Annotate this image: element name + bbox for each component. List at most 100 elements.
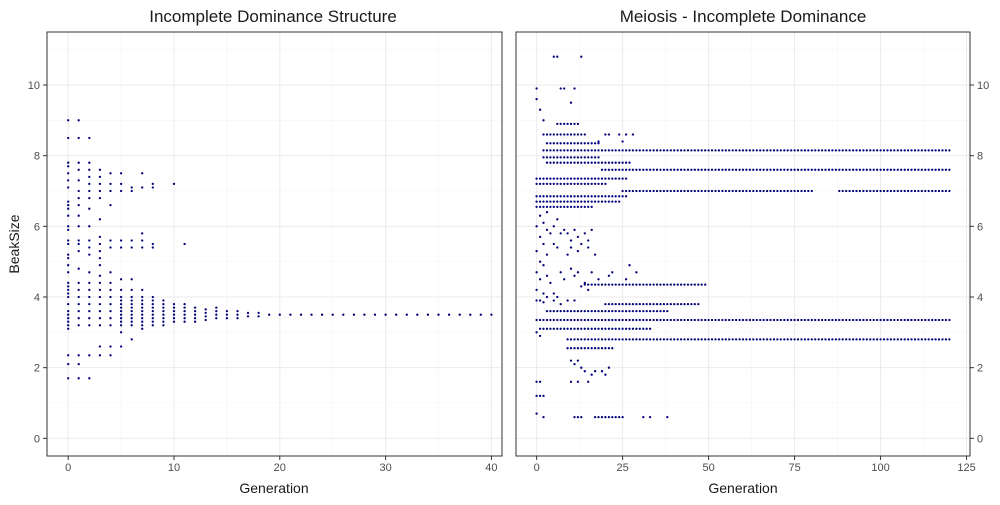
right-data-point <box>848 168 851 171</box>
right-data-point <box>559 161 562 164</box>
right-data-point <box>569 239 573 242</box>
right-data-point <box>638 327 641 330</box>
right-data-point <box>600 415 604 419</box>
left-data-point <box>151 324 154 327</box>
right-data-point <box>642 283 645 286</box>
left-data-point <box>77 189 80 193</box>
left-data-point <box>130 295 133 299</box>
right-data-point <box>934 318 937 322</box>
left-data-point <box>98 274 102 277</box>
right-data-point <box>549 182 552 186</box>
right-data-point <box>803 189 807 193</box>
left-data-point <box>77 317 80 320</box>
right-data-point <box>765 168 769 171</box>
right-data-point <box>556 200 559 203</box>
left-data-point <box>225 309 229 313</box>
right-data-point <box>820 338 824 341</box>
left-data-point <box>119 182 123 186</box>
left-data-point <box>119 317 123 320</box>
right-data-point <box>700 338 703 341</box>
right-data-point <box>587 309 590 313</box>
right-data-point <box>642 327 645 330</box>
right-data-point <box>566 309 569 313</box>
left-data-point <box>151 295 154 299</box>
right-data-point <box>862 338 865 341</box>
left-data-point <box>119 189 123 193</box>
left-data-point <box>88 324 91 327</box>
right-data-point <box>693 318 696 322</box>
right-data-point <box>538 380 542 383</box>
right-data-point <box>624 309 628 313</box>
left-data-point <box>141 317 144 320</box>
right-data-point <box>607 200 611 203</box>
right-data-point <box>858 149 862 152</box>
right-data-point <box>810 189 813 193</box>
right-data-point <box>776 168 779 171</box>
left-data-point <box>320 313 324 316</box>
left-data-point <box>77 161 80 164</box>
right-data-point <box>556 218 559 221</box>
right-data-point <box>587 142 590 145</box>
right-data-point <box>590 309 593 313</box>
right-data-point <box>545 142 549 145</box>
left-y-tick-label: 10 <box>28 80 40 92</box>
right-data-point <box>790 149 793 152</box>
right-data-point <box>549 156 552 159</box>
right-data-point <box>566 161 569 164</box>
right-data-point <box>587 205 590 209</box>
left-data-point <box>162 317 165 320</box>
right-data-point <box>769 338 772 341</box>
right-data-point <box>624 338 628 341</box>
right-data-point <box>700 318 703 322</box>
right-data-point <box>834 338 838 341</box>
left-data-point <box>141 172 144 175</box>
right-data-point <box>545 200 549 203</box>
right-x-tick-label: 50 <box>702 462 714 474</box>
right-data-point <box>573 228 576 232</box>
right-data-point <box>697 338 700 341</box>
right-data-point <box>538 214 542 217</box>
left-data-point <box>98 189 102 193</box>
right-data-point <box>583 327 586 330</box>
right-data-point <box>624 278 628 281</box>
right-data-point <box>573 200 576 203</box>
right-data-point <box>721 149 724 152</box>
right-data-point <box>803 338 807 341</box>
right-data-point <box>569 182 573 186</box>
right-data-point <box>618 200 621 203</box>
right-data-point <box>597 140 600 143</box>
right-data-point <box>618 318 621 322</box>
right-data-point <box>937 149 941 152</box>
left-x-tick-label: 40 <box>485 462 497 474</box>
right-data-point <box>535 177 538 180</box>
right-data-point <box>604 347 607 350</box>
right-data-point <box>803 149 807 152</box>
right-data-point <box>834 168 838 171</box>
right-data-point <box>631 283 635 286</box>
right-data-point <box>535 249 538 253</box>
left-data-point <box>67 354 70 357</box>
right-data-point <box>673 338 676 341</box>
right-data-point <box>676 189 679 193</box>
right-data-point <box>628 161 631 164</box>
right-data-point <box>659 149 662 152</box>
left-data-point <box>77 309 80 313</box>
left-data-point <box>225 317 229 320</box>
right-data-point <box>566 338 569 341</box>
right-data-point <box>549 232 552 235</box>
left-data-point <box>130 309 133 313</box>
right-data-point <box>652 149 655 152</box>
right-data-point <box>573 133 576 136</box>
left-data-point <box>109 172 112 175</box>
right-data-point <box>580 55 583 58</box>
right-data-point <box>666 415 669 419</box>
left-data-point <box>77 239 80 242</box>
right-data-point <box>593 195 597 198</box>
right-data-point <box>535 412 538 415</box>
right-data-point <box>556 246 559 249</box>
right-data-point <box>552 133 555 136</box>
right-data-point <box>686 318 690 322</box>
right-data-point <box>931 189 934 193</box>
right-data-point <box>559 156 562 159</box>
left-data-point <box>130 302 133 306</box>
